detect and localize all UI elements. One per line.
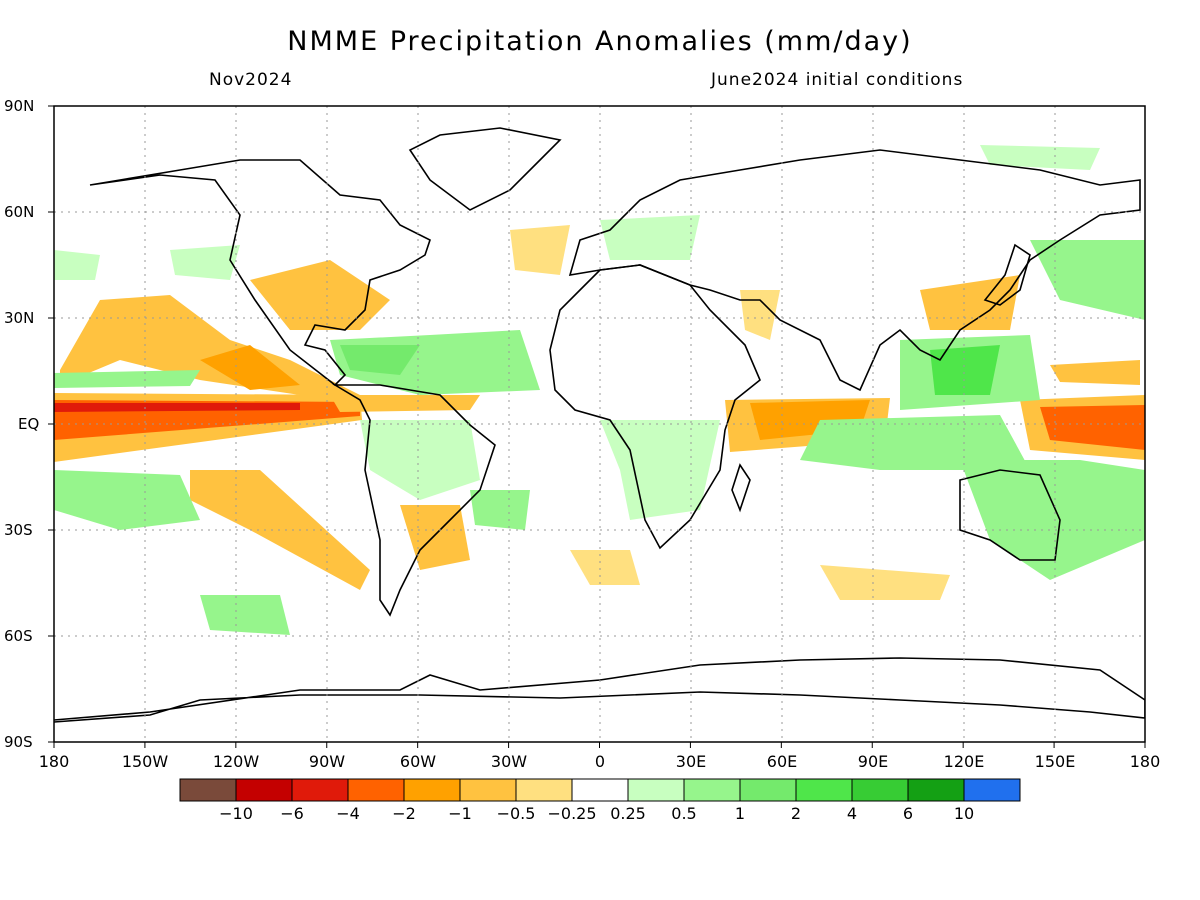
lon-label-120w: 120W [212,752,260,771]
colorbar-swatch [683,778,741,802]
dry-south-atlantic [570,550,640,585]
colorbar-swatch [403,778,461,802]
colorbar-label: −0.5 [496,804,536,823]
colorbar-label: 4 [846,804,858,823]
gridlines [54,106,1145,742]
lon-label-150e: 150E [1034,752,1076,771]
wet-southwest-atlantic [470,490,530,530]
lon-label-180w: 180 [38,752,70,771]
colorbar [179,778,1021,802]
colorbar-label: −2 [392,804,416,823]
wet-amazon [360,420,480,500]
antarctica-coast [54,657,1145,723]
colorbar-swatch [963,778,1021,802]
lon-label-60w: 60W [399,752,437,771]
forecast-month: Nov2024 [209,70,293,90]
dry-north-atlantic [510,225,570,275]
lat-label-60s: 60S [4,627,33,645]
colorbar-swatch [571,778,629,802]
dry-core-west-pacific [1040,405,1145,450]
colorbar-label: 10 [953,804,975,823]
colorbar-swatch [291,778,349,802]
colorbar-label: −4 [336,804,360,823]
dry-north-pacific-subtropics [1050,360,1140,385]
dry-arabia [740,290,780,340]
lat-label-90s: 90S [4,733,33,751]
lon-label-30e: 30E [675,752,707,771]
lat-label-90n: 90N [4,97,35,115]
colorbar-label: −10 [219,804,253,823]
colorbar-label: −1 [448,804,472,823]
wet-caribbean-core [340,345,420,375]
colorbar-swatch [179,778,237,802]
wet-north-pacific-tropics [54,370,200,388]
wet-north-pacific-east [54,250,100,280]
lon-label-180e: 180 [1129,752,1161,771]
australia-coast [959,469,1061,561]
lon-label-150w: 150W [121,752,169,771]
colorbar-swatch [739,778,797,802]
wet-arctic-siberia [980,145,1100,170]
eurasia-coast [568,149,1141,392]
wet-indian-ocean-south [800,415,1030,470]
dry-us-southeast [250,260,390,330]
lon-label-120e: 120E [943,752,985,771]
wet-europe [600,215,700,260]
wet-central-africa [600,420,720,520]
colorbar-label: 6 [902,804,914,823]
lon-label-60e: 60E [766,752,798,771]
coastlines [54,127,1145,723]
colorbar-label: 0.5 [671,804,697,823]
lon-label-90w: 90W [308,752,346,771]
japan-coast [983,243,1031,306]
colorbar-swatch [851,778,909,802]
lat-label-60n: 60N [4,203,35,221]
dry-atlantic-itcz [330,395,480,412]
north-america-coast [89,159,431,387]
lat-label-30s: 30S [4,521,33,539]
colorbar-swatch [627,778,685,802]
wet-south-china-sea [930,345,1000,395]
colorbar-label: 0.25 [610,804,646,823]
wet-south-pacific-west [54,470,200,530]
colorbar-swatch [907,778,965,802]
colorbar-swatch [515,778,573,802]
greenland-coast [408,127,562,211]
colorbar-label: 2 [790,804,802,823]
colorbar-label: −6 [280,804,304,823]
initial-conditions: June2024 initial conditions [711,70,964,90]
lon-label-30w: 30W [490,752,528,771]
colorbar-swatch [795,778,853,802]
south-america-coast [332,384,496,617]
wet-north-pacific-west [1030,240,1145,320]
colorbar-swatch [459,778,517,802]
dry-core-north-pacific [200,345,300,390]
colorbar-label: 1 [734,804,746,823]
colorbar-swatch [235,778,293,802]
lat-label-30n: 30N [4,309,35,327]
lon-label-90e: 90E [857,752,889,771]
dry-band-north-pacific [60,295,360,395]
colorbar-label: −0.25 [547,804,597,823]
map-title: NMME Precipitation Anomalies (mm/day) [287,26,913,57]
wet-southern-ocean [200,595,290,635]
dry-peak-tropical-pacific [54,403,300,412]
lat-label-eq: EQ [18,415,40,433]
africa-coast [549,264,761,550]
madagascar-coast [731,463,751,513]
lon-label-0: 0 [594,752,606,771]
axis-ticks [48,105,1146,748]
wet-northeast-pacific [170,245,240,280]
colorbar-swatch [347,778,405,802]
dry-south-indian [820,565,950,600]
